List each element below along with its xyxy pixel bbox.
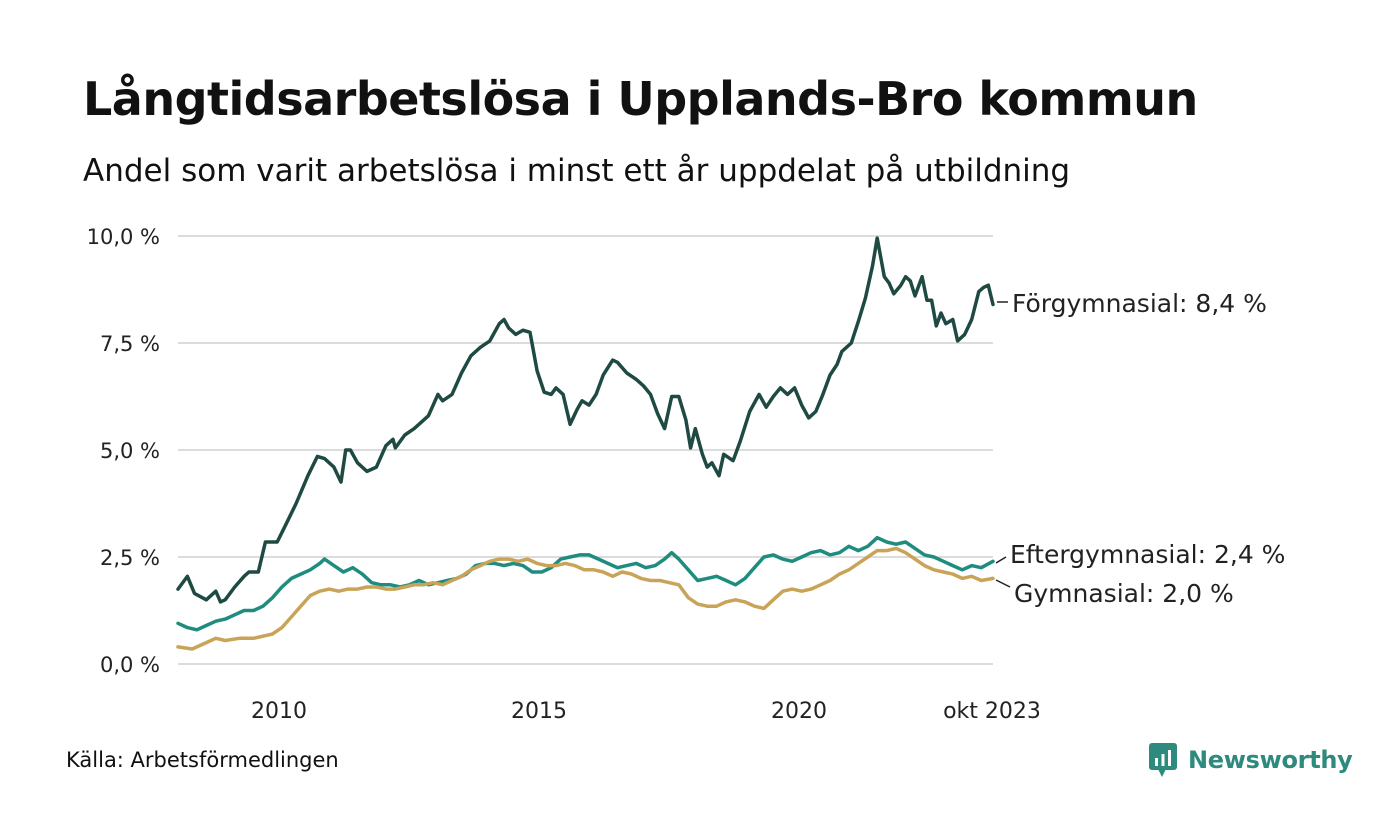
y-tick-label: 10,0 % <box>87 225 160 249</box>
series-label-förgymnasial: Förgymnasial: 8,4 % <box>1012 289 1267 318</box>
series-label-eftergymnasial: Eftergymnasial: 2,4 % <box>1010 540 1285 569</box>
series-line-gymnasial <box>176 546 995 651</box>
x-tick-label: 2015 <box>511 699 567 724</box>
series-line-eftergymnasial <box>176 535 995 632</box>
label-connector <box>995 579 1011 588</box>
y-axis-ticks: 0,0 % 2,5 % 5,0 % 7,5 % 10,0 % <box>87 225 160 677</box>
x-tick-label: 2010 <box>251 699 307 724</box>
x-tick-label: okt 2023 <box>943 699 1041 724</box>
series-line-förgymnasial <box>176 236 995 604</box>
chart-subtitle: Andel som varit arbetslösa i minst ett å… <box>83 153 1071 189</box>
y-tick-label: 7,5 % <box>100 332 160 356</box>
chart-title: Långtidsarbetslösa i Upplands-Bro kommun <box>83 72 1198 126</box>
series-label-gymnasial: Gymnasial: 2,0 % <box>1014 579 1234 608</box>
y-tick-label: 5,0 % <box>100 439 160 463</box>
series-lines <box>176 236 995 651</box>
x-tick-label: 2020 <box>771 699 827 724</box>
newsworthy-logo-icon <box>1149 743 1177 777</box>
source-note: Källa: Arbetsförmedlingen <box>66 748 339 772</box>
x-axis-ticks: 2010 2015 2020 okt 2023 <box>251 699 1041 724</box>
brand-name: Newsworthy <box>1188 746 1353 774</box>
newsworthy-logo[interactable]: Newsworthy <box>1148 742 1353 778</box>
y-tick-label: 0,0 % <box>100 653 160 677</box>
label-connector <box>995 556 1007 564</box>
y-tick-label: 2,5 % <box>100 546 160 570</box>
series-labels: Förgymnasial: 8,4 % Eftergymnasial: 2,4 %… <box>995 289 1285 608</box>
gridlines <box>178 235 993 665</box>
line-chart: 0,0 % 2,5 % 5,0 % 7,5 % 10,0 % 2010 2015 2020 o… <box>87 225 1286 724</box>
